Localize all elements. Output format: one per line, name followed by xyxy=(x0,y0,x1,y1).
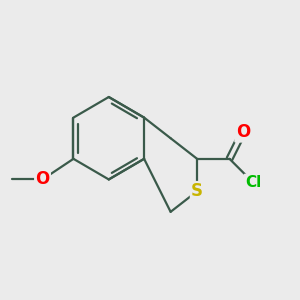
Text: Cl: Cl xyxy=(245,175,261,190)
Text: O: O xyxy=(35,170,50,188)
Text: O: O xyxy=(236,123,250,141)
Text: S: S xyxy=(191,182,203,200)
